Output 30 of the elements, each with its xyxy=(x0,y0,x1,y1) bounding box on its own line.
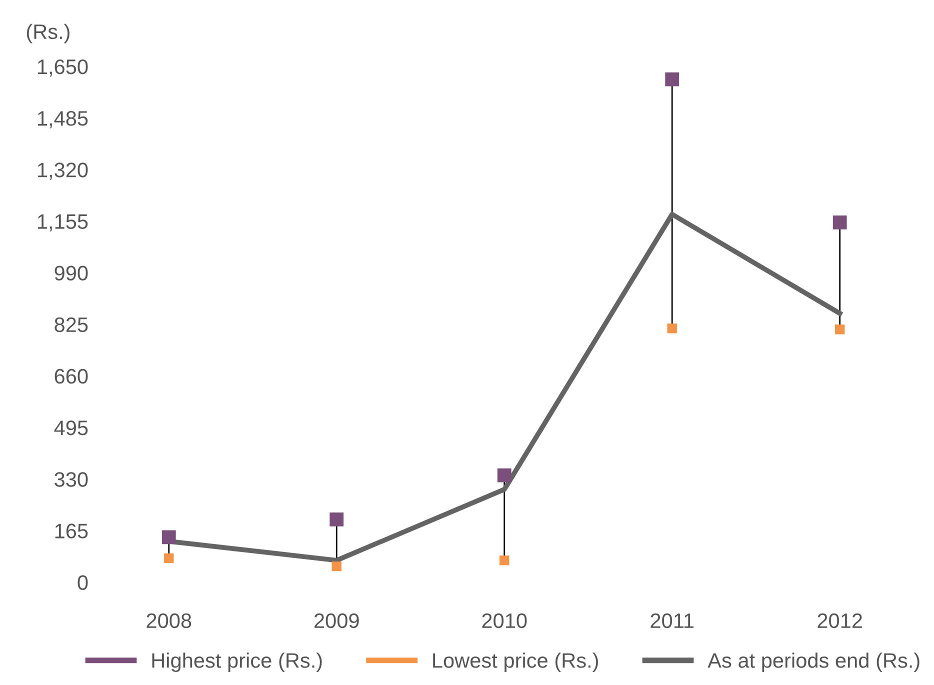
y-tick-label: 990 xyxy=(54,266,88,281)
point xyxy=(834,324,845,334)
point xyxy=(500,556,510,566)
point xyxy=(332,561,342,572)
point xyxy=(667,324,677,334)
legend-label: Lowest price (Rs.) xyxy=(433,652,598,672)
y-tick-label: 660 xyxy=(54,368,88,384)
point xyxy=(330,512,344,526)
point xyxy=(162,530,176,544)
point xyxy=(665,72,680,86)
point xyxy=(164,553,174,564)
x-tick-label: 2008 xyxy=(146,613,192,628)
y-tick-label: 825 xyxy=(54,317,88,332)
x-tick-label: 2009 xyxy=(314,613,359,628)
y-tick-label: 495 xyxy=(54,420,88,436)
y-tick-label: 1,650 xyxy=(38,59,88,77)
y-tick-label: 1,320 xyxy=(38,162,88,180)
y-axis-title: (Rs.) xyxy=(26,24,70,44)
x-tick-label: 2012 xyxy=(818,613,862,628)
y-tick-label: 1,485 xyxy=(38,111,88,128)
y-tick-label: 0 xyxy=(78,575,88,590)
legend-label: Highest price (Rs.) xyxy=(152,652,322,672)
y-tick-label: 1,155 xyxy=(38,214,88,232)
y-tick-label: 330 xyxy=(54,472,88,487)
point xyxy=(832,215,847,230)
x-tick-label: 2010 xyxy=(482,613,527,628)
x-tick-label: 2011 xyxy=(650,613,694,628)
legend-label: As at periods end (Rs.) xyxy=(708,652,920,672)
point xyxy=(497,468,512,482)
y-tick-label: 165 xyxy=(55,524,88,538)
